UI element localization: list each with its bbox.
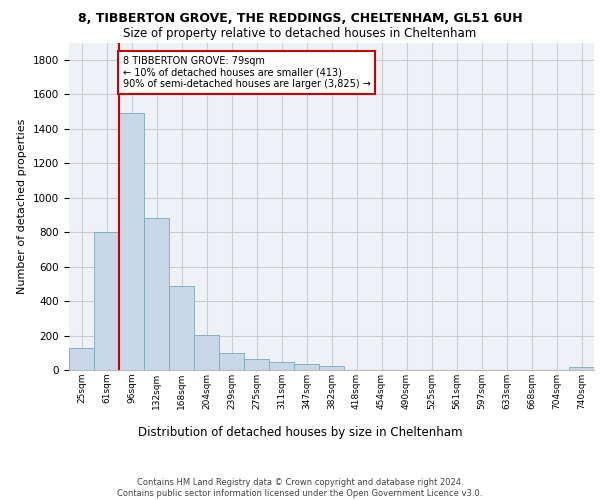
Y-axis label: Number of detached properties: Number of detached properties bbox=[17, 118, 28, 294]
Bar bbox=[69, 348, 94, 370]
Bar bbox=[169, 286, 194, 370]
Bar bbox=[94, 232, 119, 370]
Bar bbox=[569, 366, 594, 370]
Bar bbox=[194, 334, 219, 370]
Bar bbox=[144, 218, 169, 370]
Bar bbox=[219, 353, 244, 370]
Bar bbox=[119, 113, 144, 370]
Bar bbox=[244, 359, 269, 370]
Bar bbox=[319, 366, 344, 370]
Text: Contains HM Land Registry data © Crown copyright and database right 2024.
Contai: Contains HM Land Registry data © Crown c… bbox=[118, 478, 482, 498]
Text: 8 TIBBERTON GROVE: 79sqm
← 10% of detached houses are smaller (413)
90% of semi-: 8 TIBBERTON GROVE: 79sqm ← 10% of detach… bbox=[123, 56, 371, 90]
Bar bbox=[294, 364, 319, 370]
Text: Distribution of detached houses by size in Cheltenham: Distribution of detached houses by size … bbox=[138, 426, 462, 439]
Text: 8, TIBBERTON GROVE, THE REDDINGS, CHELTENHAM, GL51 6UH: 8, TIBBERTON GROVE, THE REDDINGS, CHELTE… bbox=[77, 12, 523, 26]
Text: Size of property relative to detached houses in Cheltenham: Size of property relative to detached ho… bbox=[124, 28, 476, 40]
Bar bbox=[269, 362, 294, 370]
